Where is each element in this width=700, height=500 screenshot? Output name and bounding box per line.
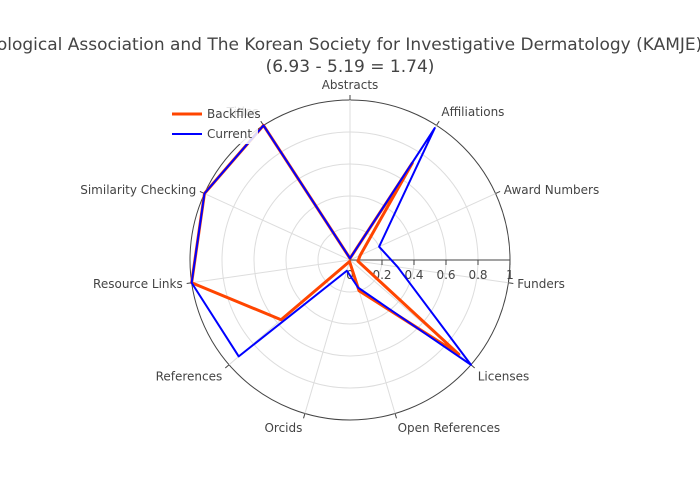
radial-axis: 0 0.2 0.4 0.6 0.8 1 <box>346 260 514 282</box>
radial-tick-label: 0.2 <box>372 268 391 282</box>
category-label: Orcids <box>264 421 302 435</box>
category-label: Similarity Checking <box>80 183 196 197</box>
category-label: Affiliations <box>441 105 504 119</box>
legend-label: Current <box>207 127 252 141</box>
category-label: Open References <box>398 421 501 435</box>
grid-spoke <box>304 259 351 414</box>
category-label: References <box>156 370 223 384</box>
radial-tick-label: 0.6 <box>436 268 455 282</box>
legend-item-backfiles[interactable]: Backfiles <box>172 107 261 121</box>
radial-tick-label: 0.8 <box>468 268 487 282</box>
series-group <box>190 123 472 366</box>
chart-subtitle: (6.93 - 5.19 = 1.74) <box>266 57 435 77</box>
chart-title: Korean Dermatological Association and Th… <box>0 35 700 55</box>
radial-tick-label: 1 <box>506 268 514 282</box>
legend-label: Backfiles <box>207 107 261 121</box>
angular-tick <box>508 282 514 284</box>
angular-tick <box>436 120 440 126</box>
category-label: Abstracts <box>322 78 379 92</box>
category-label: Resource Links <box>93 277 183 291</box>
legend-background <box>168 104 258 144</box>
grid-spoke <box>204 193 351 261</box>
angular-tick <box>394 413 397 419</box>
grid-spoke <box>191 259 351 284</box>
category-label: Award Numbers <box>504 183 600 197</box>
angular-tick <box>224 364 230 369</box>
series-line-current <box>190 124 472 366</box>
legend-item-current[interactable]: Current <box>172 127 252 141</box>
grid-spoke <box>349 259 509 284</box>
category-label: Funders <box>517 277 565 291</box>
radial-tick-label: 0.4 <box>404 268 423 282</box>
angular-axis: Abstracts Affiliations Award Numbers Funder… <box>80 78 599 435</box>
angular-tick <box>495 191 501 194</box>
angular-tick <box>303 413 306 419</box>
category-label: Licenses <box>478 370 530 384</box>
legend[interactable]: Backfiles Current <box>168 104 261 144</box>
grid-spoke <box>349 193 496 261</box>
